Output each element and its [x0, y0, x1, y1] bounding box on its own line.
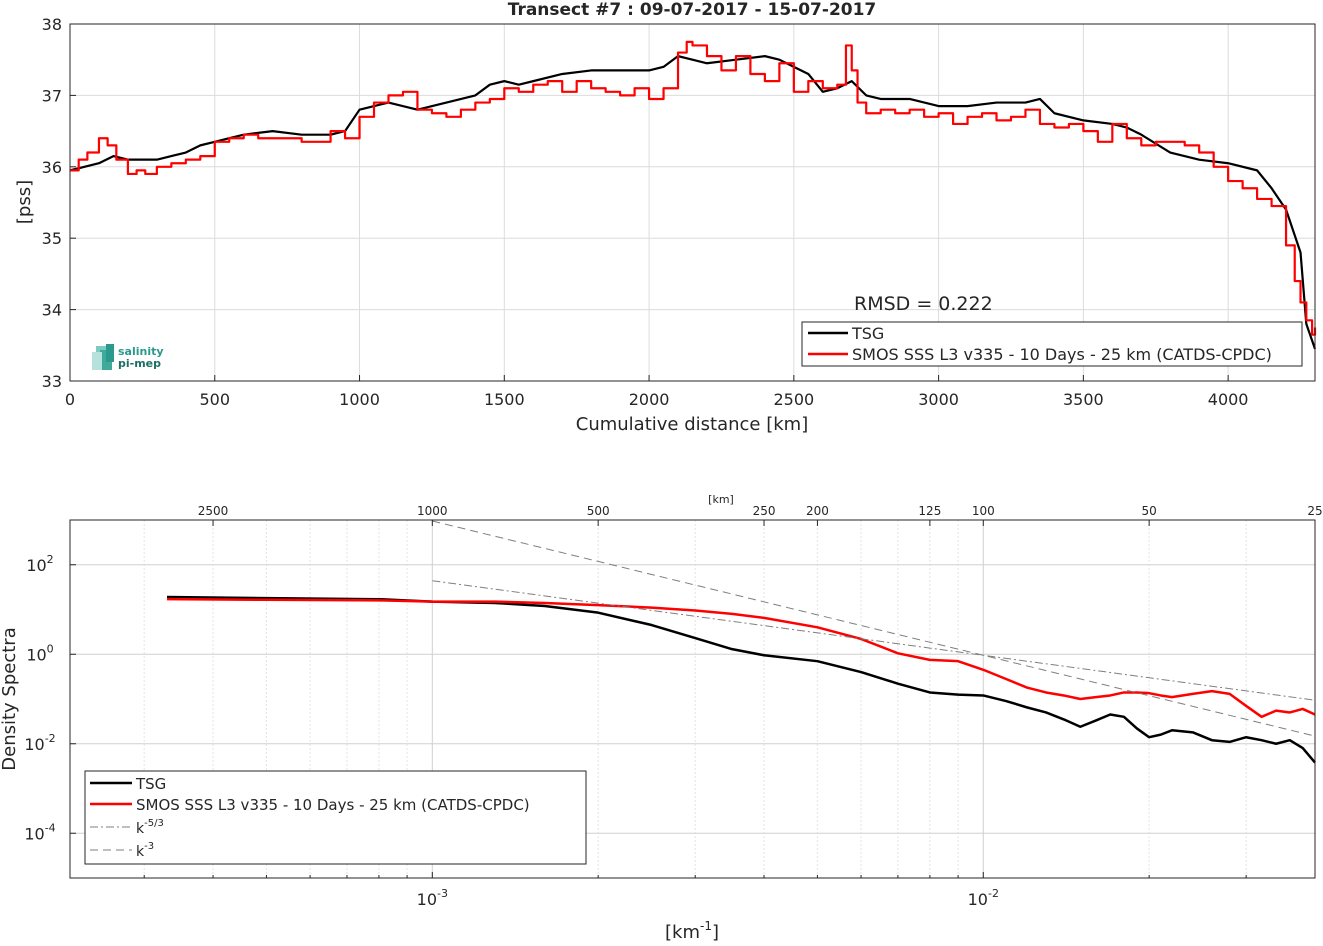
bottom-top-axis-tick-label: 200: [806, 504, 829, 518]
top-x-tick-label: 4000: [1208, 390, 1249, 409]
bottom-top-axis-tick-label: 250: [753, 504, 776, 518]
top-y-tick-label: 38: [42, 15, 62, 34]
bottom-chart-frame: [69, 519, 1316, 879]
bottom-y-tick-label: 10-4: [24, 821, 55, 843]
top-chart-series: [69, 40, 1317, 350]
top-x-axis-label: Cumulative distance [km]: [576, 414, 808, 435]
top-y-tick-label: 37: [42, 86, 62, 105]
bottom-chart-series: [167, 520, 1316, 764]
bottom-legend-tsg-label: TSG: [135, 775, 166, 793]
top-x-tick-label: 3000: [918, 390, 959, 409]
bottom-top-axis-tick-label: 100: [972, 504, 995, 518]
bottom-x-axis-label-text: [km-1]: [665, 919, 719, 942]
salinity-transect-chart: Transect #7 : 09-07-2017 - 15-07-2017 0 5…: [14, 0, 1317, 435]
density-spectra-chart: 10-3 10-2 10-4 10-2 100 102 2500 1000 500 250 200 1…: [0, 493, 1323, 943]
top-x-tick-label: 500: [199, 390, 230, 409]
bottom-chart-legend: TSG SMOS SSS L3 v335 - 10 Days - 25 km (…: [84, 770, 587, 865]
top-chart-legend: TSG SMOS SSS L3 v335 - 10 Days - 25 km (…: [801, 321, 1303, 367]
top-y-tick-label: 34: [42, 301, 62, 320]
top-series-tsg-line: [69, 55, 1317, 350]
bottom-legend-smos-label: SMOS SSS L3 v335 - 10 Days - 25 km (CATD…: [136, 796, 530, 814]
bottom-y-tick-label: 10-2: [24, 732, 55, 754]
top-legend-box: [801, 321, 1303, 367]
salinity-pi-mep-logo: salinity pi-mep: [92, 344, 164, 370]
bottom-y-tick-label: 100: [26, 642, 53, 664]
bottom-x-axis-label: [km-1]: [665, 919, 719, 943]
top-legend-smos-label: SMOS SSS L3 v335 - 10 Days - 25 km (CATD…: [852, 345, 1272, 364]
top-y-tick-label: 36: [42, 158, 62, 177]
top-legend-tsg-label: TSG: [851, 324, 884, 343]
top-y-tick-label: 35: [42, 229, 62, 248]
bottom-top-axis-tick-label: 1000: [417, 504, 448, 518]
bottom-chart-grid: [70, 520, 1316, 878]
top-axis-unit-label: [km]: [708, 493, 734, 506]
top-y-axis-label: [pss]: [14, 180, 35, 224]
bottom-x-tick-label: 10-3: [417, 887, 448, 909]
bottom-series-smos-line: [167, 597, 1316, 719]
logo-text-salinity: salinity: [118, 345, 164, 358]
chart-title: Transect #7 : 09-07-2017 - 15-07-2017: [508, 0, 877, 20]
top-x-tick-label: 3500: [1063, 390, 1104, 409]
top-x-tick-label: 2000: [629, 390, 670, 409]
rmsd-annotation: RMSD = 0.222: [854, 293, 993, 315]
bottom-top-axis-tick-label: 500: [587, 504, 610, 518]
bottom-top-axis-tick-label: 125: [918, 504, 941, 518]
top-chart-frame: [69, 23, 1316, 382]
top-x-tick-label: 0: [65, 390, 75, 409]
top-y-tick-label: 33: [42, 372, 62, 391]
bottom-x-tick-label: 10-2: [968, 887, 999, 909]
bottom-series-tsg-line: [167, 595, 1316, 764]
bottom-y-tick-label: 102: [26, 553, 53, 575]
top-x-tick-label: 1500: [484, 390, 525, 409]
bottom-legend-box: [84, 770, 587, 865]
top-series-smos-line: [70, 40, 1317, 336]
bottom-top-axis-tick-label: 2500: [198, 504, 229, 518]
bottom-series-k53-line: [432, 580, 1316, 701]
bottom-top-axis-tick-label: 50: [1141, 504, 1156, 518]
bottom-y-axis-label: Density Spectra: [0, 627, 20, 770]
bottom-series-k3-line: [432, 520, 1316, 737]
top-x-tick-label: 2500: [773, 390, 814, 409]
bottom-top-axis-tick-label: 25: [1307, 504, 1322, 518]
logo-icon: [92, 344, 114, 370]
logo-text-pi-mep: pi-mep: [118, 357, 161, 370]
top-x-tick-label: 1000: [339, 390, 380, 409]
top-chart-ticks: 0 500 1000 1500 2000 2500 3000 3500 4000 33 34 35 36…: [42, 15, 1249, 409]
